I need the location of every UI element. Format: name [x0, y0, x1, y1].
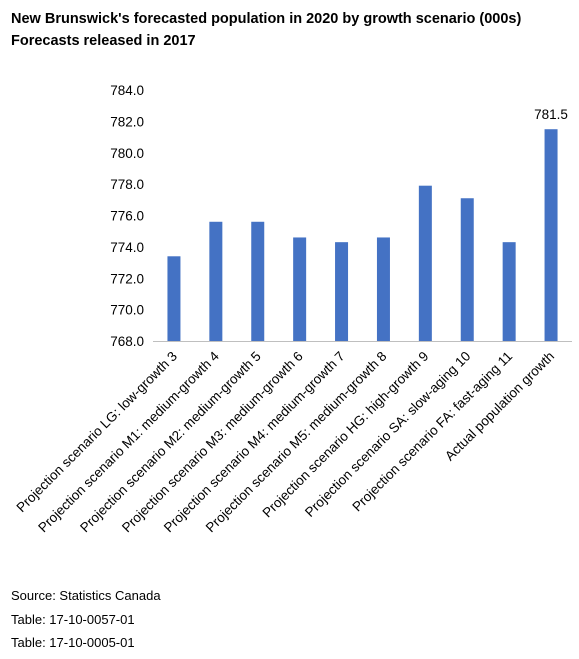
bar [544, 129, 558, 341]
bar [335, 242, 349, 341]
bar [460, 198, 474, 341]
bar-chart: 768.0 770.0 772.0 774.0 776.0 778.0 780.0 782.0… [13, 83, 572, 535]
y-tick-label: 776.0 [110, 209, 144, 224]
chart-title: New Brunswick's forecasted population in… [11, 11, 522, 27]
table-reference-2: Table: 17-10-0005-01 [11, 635, 135, 650]
bar [418, 185, 432, 341]
y-tick-label: 770.0 [110, 303, 144, 318]
y-tick-label: 768.0 [110, 334, 144, 349]
chart-title-block: New Brunswick's forecasted population in… [11, 8, 576, 52]
y-tick-label: 782.0 [110, 114, 144, 129]
bar [209, 221, 223, 341]
bar [293, 237, 307, 341]
y-tick-label: 774.0 [110, 240, 144, 255]
data-label: 781.5 [534, 107, 568, 122]
bar [167, 256, 181, 341]
bar [251, 221, 265, 341]
chart-subtitle: Forecasts released in 2017 [11, 33, 196, 49]
bar [376, 237, 390, 341]
table-reference-1: Table: 17-10-0057-01 [11, 611, 135, 627]
bar [502, 242, 516, 341]
chart-footer: Source: Statistics Canada Table: 17-10-0… [11, 584, 161, 655]
y-tick-label: 780.0 [110, 146, 144, 161]
y-tick-label: 784.0 [110, 83, 144, 98]
source-note: Source: Statistics Canada [11, 588, 161, 603]
y-tick-label: 772.0 [110, 271, 144, 286]
y-tick-label: 778.0 [110, 177, 144, 192]
